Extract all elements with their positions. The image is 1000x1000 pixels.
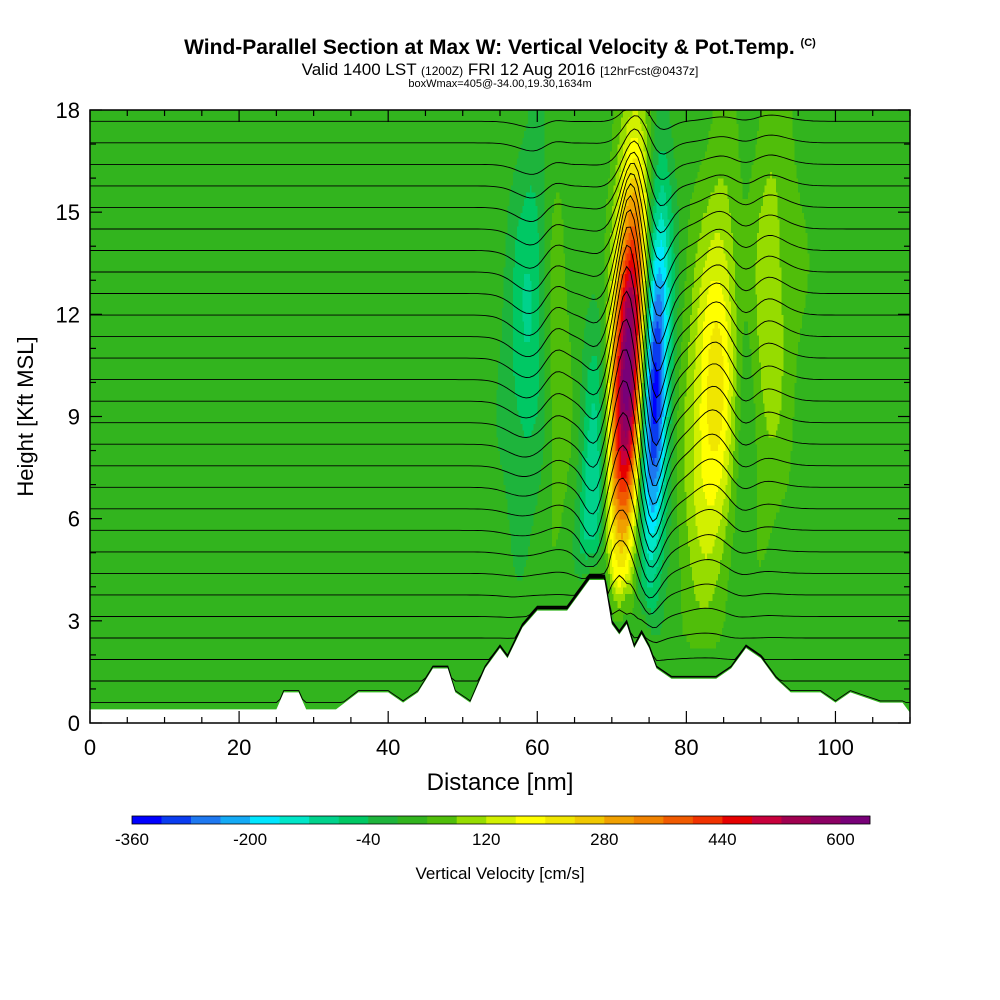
x-tick-label: 0 — [84, 735, 96, 760]
colorbar-swatch — [486, 816, 516, 824]
y-tick-label: 12 — [56, 302, 80, 327]
colorbar: -360 -200 -40 120 280 440 600 — [115, 816, 870, 849]
cross-section-chart: 0 20 40 60 80 100 Distance [nm] 0 3 6 9 12 15 18 Heigh… — [0, 0, 1000, 1000]
colorbar-swatch — [309, 816, 339, 824]
y-tick-label: 0 — [68, 711, 80, 736]
colorbar-swatch — [604, 816, 634, 824]
colorbar-swatch — [752, 816, 782, 824]
colorbar-swatch — [575, 816, 605, 824]
colorbar-swatch — [693, 816, 723, 824]
colorbar-swatch — [191, 816, 221, 824]
colorbar-swatch — [545, 816, 575, 824]
colorbar-tick-label: 600 — [826, 830, 854, 849]
x-tick-label: 80 — [674, 735, 698, 760]
colorbar-swatch — [663, 816, 693, 824]
colorbar-swatch — [368, 816, 398, 824]
y-axis-label: Height [Kft MSL] — [13, 336, 38, 496]
y-tick-label: 15 — [56, 200, 80, 225]
colorbar-swatch — [811, 816, 841, 824]
colorbar-tick-label: -360 — [115, 830, 149, 849]
colorbar-tick-label: 120 — [472, 830, 500, 849]
y-tick-label: 3 — [68, 609, 80, 634]
colorbar-swatch — [280, 816, 310, 824]
colorbar-swatch — [516, 816, 546, 824]
colorbar-swatch — [250, 816, 280, 824]
y-tick-label: 9 — [68, 405, 80, 430]
colorbar-swatch — [722, 816, 752, 824]
colorbar-tick-label: 440 — [708, 830, 736, 849]
colorbar-swatch — [132, 816, 162, 824]
colorbar-swatch — [781, 816, 811, 824]
y-tick-label: 18 — [56, 98, 80, 123]
colorbar-swatch — [339, 816, 369, 824]
colorbar-swatch — [634, 816, 664, 824]
colorbar-tick-label: 280 — [590, 830, 618, 849]
colorbar-swatch — [221, 816, 251, 824]
x-tick-label: 100 — [817, 735, 854, 760]
colorbar-tick-label: -200 — [233, 830, 267, 849]
x-axis-label: Distance [nm] — [427, 769, 574, 796]
colorbar-swatch — [427, 816, 457, 824]
colorbar-label: Vertical Velocity [cm/s] — [0, 864, 1000, 884]
colorbar-swatch — [162, 816, 192, 824]
x-tick-label: 60 — [525, 735, 549, 760]
x-tick-label: 40 — [376, 735, 400, 760]
y-tick-label: 6 — [68, 507, 80, 532]
vertical-velocity-field — [90, 103, 911, 723]
colorbar-swatch — [457, 816, 487, 824]
colorbar-swatch — [840, 816, 870, 824]
colorbar-swatch — [398, 816, 428, 824]
colorbar-tick-label: -40 — [356, 830, 381, 849]
x-tick-label: 20 — [227, 735, 251, 760]
